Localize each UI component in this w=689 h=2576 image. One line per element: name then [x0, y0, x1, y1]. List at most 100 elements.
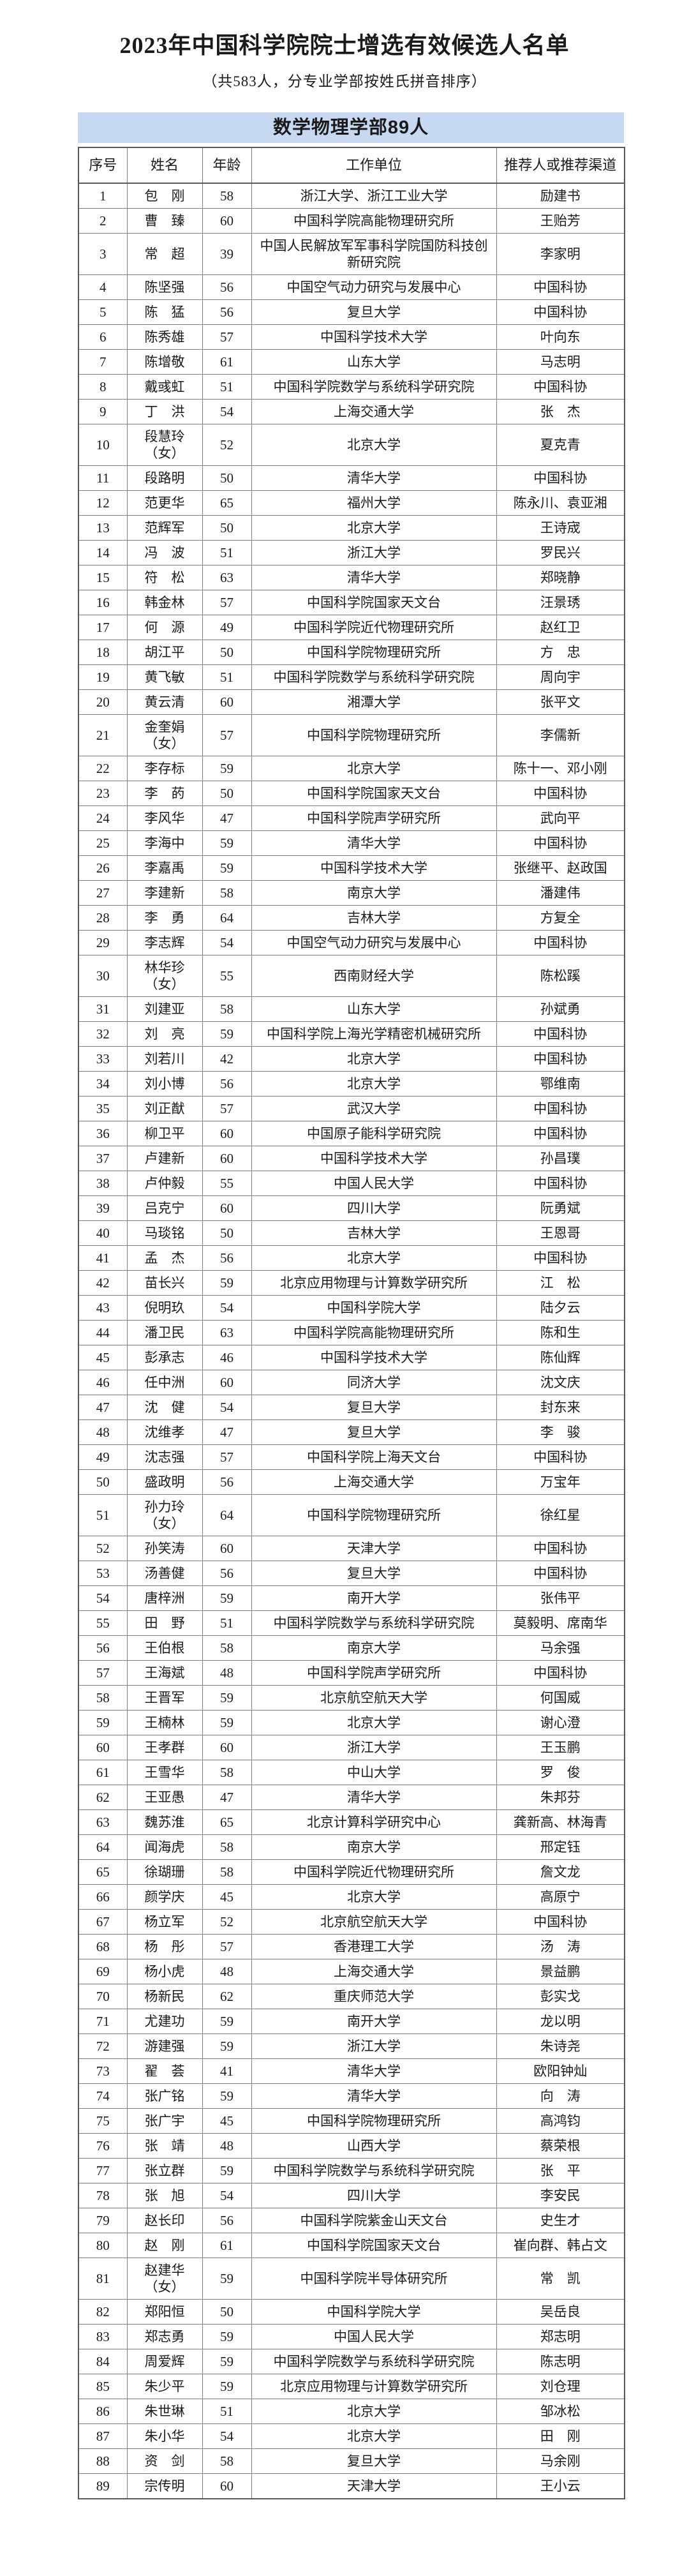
cell-unit: 北京大学 — [251, 1710, 497, 1735]
cell-index: 36 — [78, 1121, 128, 1146]
cell-unit: 浙江大学 — [251, 1735, 497, 1760]
cell-name: 刘小博 — [126, 1071, 203, 1097]
gender-note: （女） — [144, 977, 185, 992]
cell-recommender: 阮勇斌 — [496, 1195, 625, 1221]
cell-unit: 中国科学院半导体研究所 — [251, 2258, 497, 2300]
cell-age: 59 — [202, 830, 252, 856]
cell-recommender: 中国科协 — [496, 1245, 625, 1271]
cell-name: 杨 彤 — [126, 1934, 203, 1959]
cell-age: 60 — [202, 1536, 252, 1561]
candidate-name: 赵建华 — [144, 2263, 185, 2278]
cell-recommender: 中国科协 — [496, 830, 625, 856]
cell-recommender: 叶向东 — [496, 324, 625, 350]
cell-age: 55 — [202, 1171, 252, 1196]
cell-age: 41 — [202, 2058, 252, 2084]
cell-unit: 中国科学院数学与系统科学研究院 — [251, 374, 497, 400]
cell-recommender: 赵红卫 — [496, 615, 625, 640]
cell-index: 9 — [78, 399, 128, 424]
cell-name: 闻海虎 — [126, 1834, 203, 1860]
cell-index: 76 — [78, 2133, 128, 2159]
cell-name: 张立群 — [126, 2158, 203, 2183]
cell-name: 何 源 — [126, 615, 203, 640]
bottom-whitespace — [0, 2499, 689, 2576]
table-row: 22 李存标 59 北京大学 陈十一、邓小刚 — [78, 756, 625, 781]
cell-name: 包 刚 — [126, 183, 203, 209]
gender-note: （女） — [144, 1516, 185, 1531]
cell-index: 16 — [78, 590, 128, 615]
cell-recommender: 中国科协 — [496, 1536, 625, 1561]
cell-unit: 中国科学技术大学 — [251, 1345, 497, 1370]
cell-recommender: 徐红星 — [496, 1494, 625, 1536]
cell-unit: 中国科学院声学研究所 — [251, 805, 497, 831]
cell-age: 61 — [202, 349, 252, 375]
cell-unit: 山西大学 — [251, 2133, 497, 2159]
table-row: 49 沈志强 57 中国科学院上海天文台 中国科协 — [78, 1444, 625, 1470]
table-row: 66 颜学庆 45 北京大学 高原宁 — [78, 1884, 625, 1910]
table-row: 26 李嘉禹 59 中国科学技术大学 张继平、赵政国 — [78, 855, 625, 881]
cell-age: 59 — [202, 855, 252, 881]
cell-unit: 中国人民解放军军事科学院国防科技创新研究院 — [251, 233, 497, 275]
cell-age: 48 — [202, 1660, 252, 1686]
candidate-name: 段慧玲 — [144, 429, 185, 444]
cell-recommender: 中国科协 — [496, 781, 625, 806]
cell-name: 彭承志 — [126, 1345, 203, 1370]
cell-unit: 浙江大学 — [251, 540, 497, 565]
table-row: 41 孟 杰 56 北京大学 中国科协 — [78, 1245, 625, 1271]
cell-age: 51 — [202, 2399, 252, 2424]
cell-index: 33 — [78, 1046, 128, 1072]
cell-index: 3 — [78, 233, 128, 275]
cell-index: 75 — [78, 2108, 128, 2134]
cell-index: 63 — [78, 1809, 128, 1835]
cell-index: 22 — [78, 756, 128, 781]
cell-age: 59 — [202, 2083, 252, 2109]
cell-age: 45 — [202, 1884, 252, 1910]
table-row: 81 赵建华 （女） 59 中国科学院半导体研究所常 凯 — [78, 2258, 625, 2300]
cell-name: 唐梓洲 — [126, 1585, 203, 1611]
cell-unit: 中国科学院声学研究所 — [251, 1660, 497, 1686]
cell-age: 56 — [202, 1245, 252, 1271]
cell-name: 丁 洪 — [126, 399, 203, 424]
cell-index: 17 — [78, 615, 128, 640]
cell-unit: 北京应用物理与计算数学研究所 — [251, 2374, 497, 2399]
table-row: 76 张 靖 48 山西大学 蔡荣根 — [78, 2133, 625, 2159]
cell-name: 戴彧虹 — [126, 374, 203, 400]
cell-age: 58 — [202, 1834, 252, 1860]
table-row: 4 陈坚强 56 中国空气动力研究与发展中心 中国科协 — [78, 274, 625, 300]
table-row: 18 胡江平 50 中国科学院物理研究所方 忠 — [78, 640, 625, 665]
cell-age: 62 — [202, 1984, 252, 2009]
cell-name: 符 松 — [126, 565, 203, 590]
table-row: 43 倪明玖 54 中国科学院大学 陆夕云 — [78, 1295, 625, 1321]
cell-age: 54 — [202, 930, 252, 955]
cell-name: 王雪华 — [126, 1760, 203, 1785]
cell-unit: 西南财经大学 — [251, 955, 497, 997]
cell-index: 73 — [78, 2058, 128, 2084]
table-row: 10 段慧玲 （女） 52 北京大学 夏克青 — [78, 424, 625, 466]
column-header-name: 姓名 — [126, 147, 203, 184]
cell-age: 60 — [202, 1195, 252, 1221]
cell-index: 14 — [78, 540, 128, 565]
cell-name: 徐瑚珊 — [126, 1859, 203, 1885]
cell-index: 46 — [78, 1370, 128, 1395]
cell-recommender: 中国科协 — [496, 1046, 625, 1072]
cell-unit: 中国科学院上海光学精密机械研究所 — [251, 1021, 497, 1047]
cell-name: 陈 猛 — [126, 299, 203, 325]
cell-index: 40 — [78, 1220, 128, 1246]
cell-index: 86 — [78, 2399, 128, 2424]
cell-unit: 中国科学院物理研究所 — [251, 714, 497, 756]
cell-index: 10 — [78, 424, 128, 466]
cell-unit: 中国原子能科学研究院 — [251, 1121, 497, 1146]
cell-unit: 天津大学 — [251, 1536, 497, 1561]
gender-note: （女） — [144, 2279, 185, 2295]
cell-unit: 湘潭大学 — [251, 689, 497, 715]
cell-index: 60 — [78, 1735, 128, 1760]
table-row: 56 王伯根 58 南京大学 马余强 — [78, 1635, 625, 1661]
cell-name: 朱世琳 — [126, 2399, 203, 2424]
table-row: 85 朱少平 59 北京应用物理与计算数学研究所 刘仓理 — [78, 2374, 625, 2399]
cell-age: 56 — [202, 2208, 252, 2233]
cell-recommender: 吴岳良 — [496, 2299, 625, 2325]
cell-age: 50 — [202, 640, 252, 665]
table-row: 31 刘建亚 58 山东大学 孙斌勇 — [78, 996, 625, 1022]
cell-unit: 上海交通大学 — [251, 1469, 497, 1495]
